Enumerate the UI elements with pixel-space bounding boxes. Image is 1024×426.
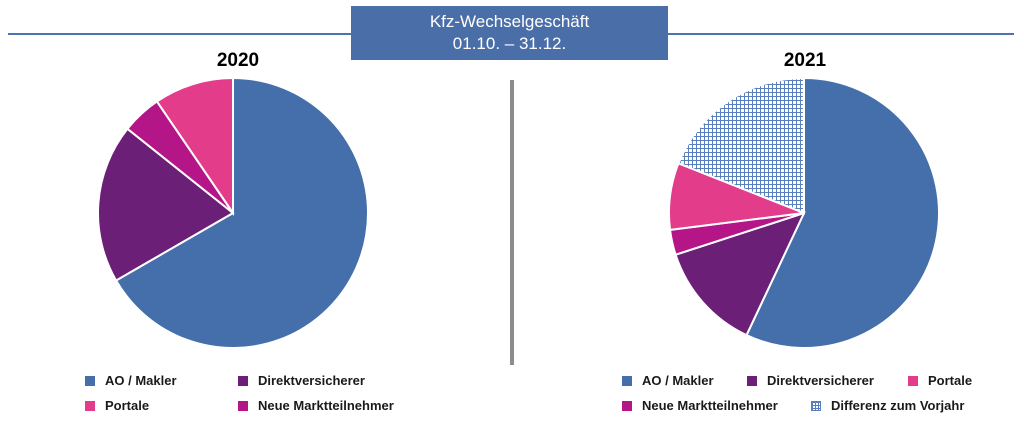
legend-swatch: [622, 400, 632, 411]
legend-swatch: [85, 375, 95, 386]
legend-label: AO / Makler: [642, 373, 714, 388]
chart-divider: [510, 80, 514, 365]
legend-label: Differenz zum Vorjahr: [831, 398, 965, 413]
legend-2020-neue-marktteilnehmer: Neue Marktteilnehmer: [238, 398, 394, 413]
legend-label: Portale: [105, 398, 150, 413]
pie-title-2021: 2021: [783, 50, 827, 71]
pie-slice-ao-makler: [114, 76, 369, 349]
chart-header: Kfz-Wechselgeschäft 01.10. – 31.12.: [351, 6, 668, 60]
legend-swatch: [85, 400, 95, 411]
pie-slice-portale: [155, 76, 234, 217]
legend-2021-direktversicherer: Direktversicherer: [747, 373, 874, 388]
legend-swatch: [747, 375, 757, 386]
pie-title-2020: 2020: [216, 50, 260, 71]
legend-2020-portale: Portale: [85, 398, 149, 413]
header-period: 01.10. – 31.12.: [452, 34, 567, 53]
pie-slice-differenz-zum-vorjahr: [677, 76, 805, 215]
legend-2021-portale: Portale: [908, 373, 972, 388]
header-rule-right: [668, 33, 1014, 35]
legend-swatch: [811, 400, 821, 411]
legend-2021-neue-marktteilnehmer: Neue Marktteilnehmer: [622, 398, 778, 413]
legend-2020-direktversicherer: Direktversicherer: [238, 373, 365, 388]
legend-label: Portale: [928, 373, 973, 388]
legend-label: Neue Marktteilnehmer: [642, 398, 778, 413]
legend-label: Neue Marktteilnehmer: [258, 398, 394, 413]
legend-2021-ao-makler: AO / Makler: [622, 373, 714, 388]
legend-swatch: [908, 375, 918, 386]
pie-slice-ao-makler: [745, 76, 941, 349]
legend-label: Direktversicherer: [258, 373, 365, 388]
pie-2021: [667, 76, 941, 349]
pie-slice-direktversicherer: [97, 127, 235, 282]
legend-swatch: [238, 400, 248, 411]
header-rule-left: [8, 33, 351, 35]
legend-2021-differenz-zum-vorjahr: Differenz zum Vorjahr: [811, 398, 964, 413]
legend-2020-ao-makler: AO / Makler: [85, 373, 177, 388]
header-title: Kfz-Wechselgeschäft: [429, 12, 590, 31]
legend-swatch: [622, 375, 632, 386]
legend-swatch: [238, 375, 248, 386]
pie-2020: [97, 76, 369, 349]
legend-label: Direktversicherer: [767, 373, 874, 388]
pie-slice-direktversicherer: [674, 211, 806, 337]
legend-label: AO / Makler: [105, 373, 177, 388]
